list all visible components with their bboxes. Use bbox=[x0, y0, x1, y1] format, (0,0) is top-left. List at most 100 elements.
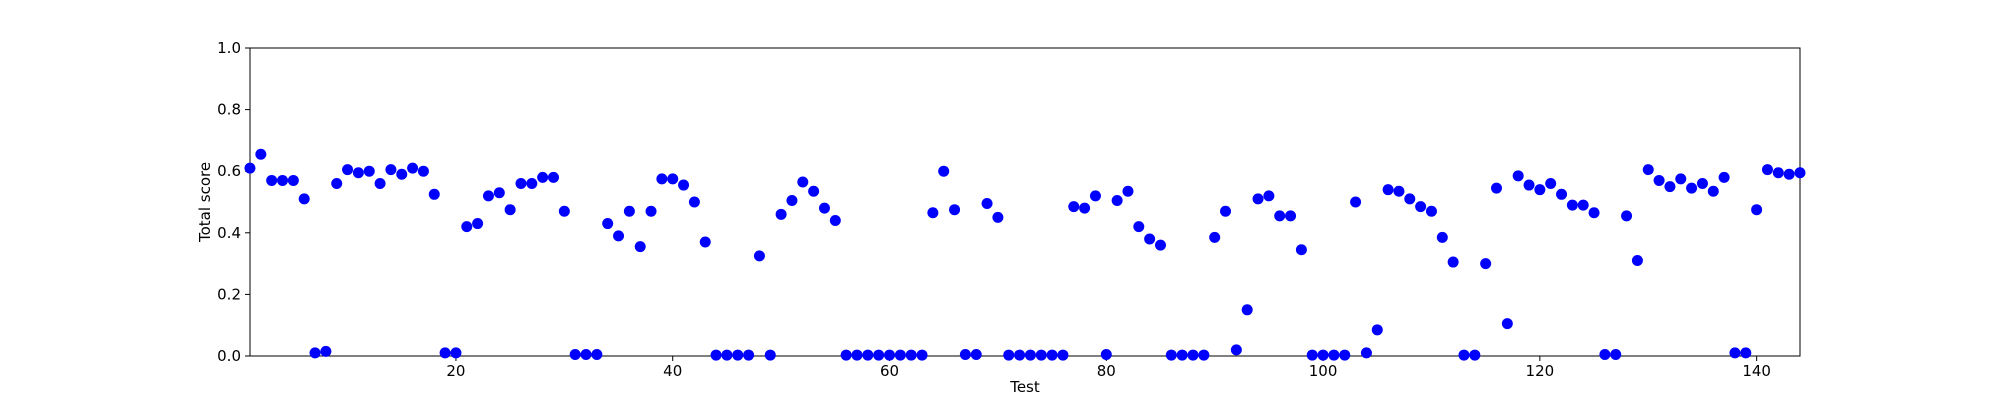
point bbox=[862, 349, 874, 361]
point bbox=[385, 164, 397, 176]
y-tick-label: 1.0 bbox=[217, 39, 241, 57]
x-tick-label: 40 bbox=[663, 362, 682, 380]
point bbox=[547, 171, 559, 183]
point bbox=[970, 348, 982, 360]
point bbox=[938, 165, 950, 177]
point bbox=[1198, 349, 1210, 361]
point bbox=[1545, 178, 1557, 190]
point bbox=[1350, 196, 1362, 208]
point bbox=[396, 168, 408, 180]
point bbox=[1610, 348, 1622, 360]
point bbox=[797, 176, 809, 188]
point bbox=[992, 211, 1004, 223]
point bbox=[450, 347, 462, 359]
point bbox=[472, 218, 484, 230]
point bbox=[1371, 324, 1383, 336]
point bbox=[1274, 210, 1286, 222]
point bbox=[1285, 210, 1297, 222]
point bbox=[678, 179, 690, 191]
x-tick-label: 120 bbox=[1526, 362, 1555, 380]
point bbox=[949, 204, 961, 216]
point bbox=[1317, 349, 1329, 361]
point bbox=[1176, 349, 1188, 361]
point bbox=[482, 190, 494, 202]
point bbox=[1144, 233, 1156, 245]
point bbox=[374, 178, 386, 190]
point bbox=[884, 349, 896, 361]
point bbox=[1718, 171, 1730, 183]
point bbox=[244, 162, 256, 174]
point bbox=[1241, 304, 1253, 316]
point bbox=[1631, 255, 1643, 267]
point bbox=[613, 230, 625, 242]
point bbox=[829, 214, 841, 226]
point bbox=[1675, 173, 1687, 185]
point bbox=[1436, 231, 1448, 243]
point bbox=[1133, 221, 1145, 233]
point bbox=[1740, 347, 1752, 359]
point bbox=[1111, 194, 1123, 206]
point bbox=[1339, 349, 1351, 361]
point bbox=[580, 348, 592, 360]
point bbox=[255, 148, 267, 160]
point bbox=[1263, 190, 1275, 202]
point bbox=[667, 173, 679, 185]
point bbox=[721, 349, 733, 361]
point bbox=[1415, 201, 1427, 213]
point bbox=[1523, 179, 1535, 191]
y-tick-label: 0.6 bbox=[217, 162, 241, 180]
point bbox=[352, 167, 364, 179]
point bbox=[1230, 344, 1242, 356]
point bbox=[1057, 349, 1069, 361]
point bbox=[287, 174, 299, 186]
point bbox=[1035, 349, 1047, 361]
point bbox=[1621, 210, 1633, 222]
point bbox=[439, 347, 451, 359]
point bbox=[1664, 181, 1676, 193]
point bbox=[1252, 193, 1264, 205]
point bbox=[981, 198, 993, 210]
point bbox=[1729, 347, 1741, 359]
y-axis-label: Total score bbox=[196, 162, 214, 243]
point bbox=[1220, 205, 1232, 217]
point bbox=[493, 187, 505, 199]
point bbox=[1588, 207, 1600, 219]
point bbox=[1295, 244, 1307, 256]
point bbox=[764, 349, 776, 361]
point bbox=[840, 349, 852, 361]
point bbox=[1653, 174, 1665, 186]
point bbox=[1556, 188, 1568, 200]
point bbox=[428, 188, 440, 200]
point bbox=[1458, 349, 1470, 361]
x-tick-label: 100 bbox=[1309, 362, 1338, 380]
point bbox=[1122, 185, 1134, 197]
point bbox=[298, 193, 310, 205]
point bbox=[363, 165, 375, 177]
point bbox=[331, 178, 343, 190]
point bbox=[1772, 167, 1784, 179]
point bbox=[699, 236, 711, 248]
point bbox=[959, 348, 971, 360]
point bbox=[927, 207, 939, 219]
point bbox=[623, 205, 635, 217]
point bbox=[1761, 164, 1773, 176]
x-tick-label: 80 bbox=[1097, 362, 1116, 380]
point bbox=[1068, 201, 1080, 213]
point bbox=[1447, 256, 1459, 268]
point bbox=[1024, 349, 1036, 361]
axes-frame bbox=[249, 47, 1801, 357]
y-tick-label: 0.8 bbox=[217, 101, 241, 119]
point bbox=[1512, 170, 1524, 182]
point bbox=[645, 205, 657, 217]
point bbox=[634, 241, 646, 253]
point bbox=[743, 349, 755, 361]
point bbox=[602, 218, 614, 230]
point bbox=[1209, 231, 1221, 243]
point bbox=[1577, 199, 1589, 211]
point bbox=[905, 349, 917, 361]
point bbox=[569, 348, 581, 360]
point bbox=[732, 349, 744, 361]
point bbox=[656, 173, 668, 185]
point bbox=[1165, 349, 1177, 361]
y-tick-label: 0.4 bbox=[217, 224, 241, 242]
